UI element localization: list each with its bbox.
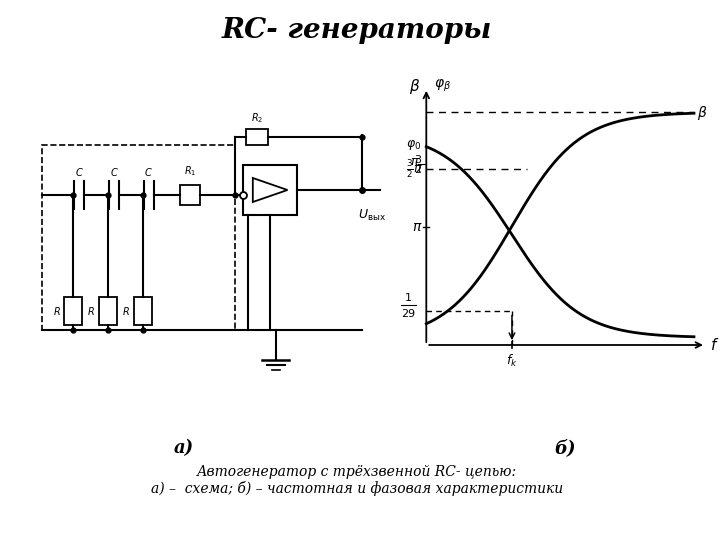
- Bar: [246, 129, 268, 145]
- Text: $f_k$: $f_k$: [506, 353, 518, 369]
- Bar: [65, 297, 82, 325]
- Text: $f$: $f$: [710, 337, 719, 353]
- Text: а): а): [174, 439, 194, 457]
- Text: $C$: $C$: [109, 166, 118, 178]
- Text: $\beta$: $\beta$: [409, 77, 420, 96]
- Text: $C$: $C$: [75, 166, 84, 178]
- Bar: [99, 297, 117, 325]
- Bar: [134, 297, 152, 325]
- Text: $\frac{3}{2}\pi$: $\frac{3}{2}\pi$: [405, 158, 423, 180]
- Text: $R$: $R$: [53, 305, 60, 317]
- Text: $R_1$: $R_1$: [184, 164, 197, 178]
- Text: б): б): [554, 439, 576, 457]
- Text: $R$: $R$: [122, 305, 130, 317]
- Text: $29$: $29$: [401, 307, 416, 319]
- Text: $\pi$: $\pi$: [410, 155, 419, 168]
- Text: $\varphi_{\beta}$: $\varphi_{\beta}$: [434, 78, 451, 94]
- Text: $2$: $2$: [415, 163, 423, 174]
- Text: $\varphi_0$: $\varphi_0$: [406, 138, 421, 152]
- Text: Автогенератор с трёхзвенной RC- цепью:: Автогенератор с трёхзвенной RC- цепью:: [197, 465, 517, 479]
- Text: а) –  схема; б) – частотная и фазовая характеристики: а) – схема; б) – частотная и фазовая хар…: [150, 481, 563, 496]
- Bar: [243, 165, 297, 215]
- Text: $R_2$: $R_2$: [251, 111, 263, 125]
- Bar: [42, 145, 235, 330]
- Text: $\pi$: $\pi$: [412, 220, 423, 234]
- Text: $1$: $1$: [405, 291, 413, 303]
- Text: RC- генераторы: RC- генераторы: [222, 17, 492, 44]
- Text: $\beta$: $\beta$: [697, 104, 707, 122]
- Text: $R$: $R$: [87, 305, 95, 317]
- Text: $U_{\mathrm{вых}}$: $U_{\mathrm{вых}}$: [358, 208, 386, 223]
- Text: $C$: $C$: [144, 166, 153, 178]
- Bar: [181, 185, 200, 205]
- Text: $3$: $3$: [414, 153, 423, 165]
